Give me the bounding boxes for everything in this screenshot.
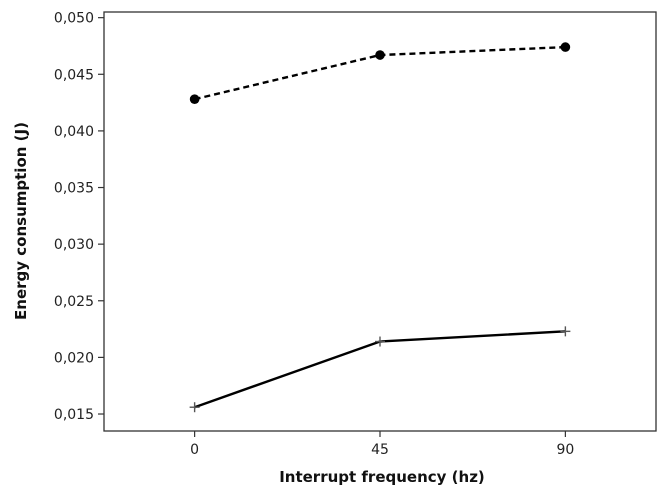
y-tick-label: 0,040	[54, 124, 94, 140]
x-tick-label: 0	[190, 442, 199, 458]
y-tick-label: 0,025	[54, 294, 94, 310]
y-tick-label: 0,050	[54, 11, 94, 27]
data-point	[375, 50, 385, 60]
y-tick-label: 0,045	[54, 67, 94, 83]
data-point	[189, 94, 200, 104]
data-point	[560, 42, 571, 52]
data-point	[560, 326, 571, 337]
x-axis-label: Interrupt frequency (hz)	[279, 468, 485, 486]
y-axis-label: Energy consumption (J)	[12, 122, 30, 320]
plot-frame	[103, 11, 657, 432]
data-point	[189, 402, 200, 413]
y-tick-label: 0,035	[54, 181, 94, 197]
data-point	[375, 336, 385, 347]
y-axis: 0,015 0,020 0,025 0,030 0,035 0,040 0,045 0,050	[54, 11, 104, 423]
y-tick-label: 0,030	[54, 237, 94, 253]
y-tick-label: 0,020	[54, 350, 94, 366]
x-tick-label: 90	[556, 442, 574, 458]
y-tick-label: 0,015	[54, 407, 94, 423]
series-layer	[189, 42, 571, 413]
series-1	[189, 42, 571, 104]
series-2	[189, 326, 571, 413]
x-axis: 0 45 90	[190, 431, 574, 458]
x-tick-label: 45	[371, 442, 389, 458]
